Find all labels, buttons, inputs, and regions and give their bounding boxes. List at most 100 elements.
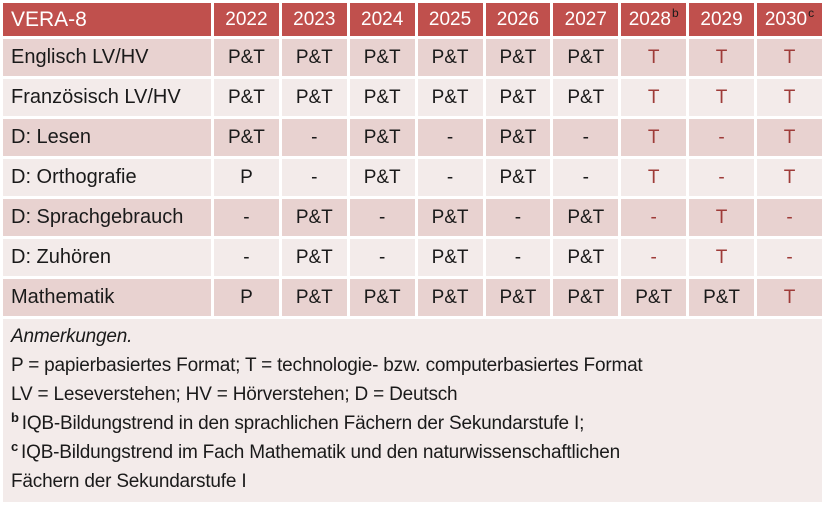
footnote-marker-b: b (671, 6, 679, 21)
format-cell: P&T (281, 39, 347, 76)
format-cell: P&T (485, 119, 551, 156)
format-cell: P&T (417, 199, 483, 236)
format-cell: P&T (621, 279, 687, 316)
format-cell: T (621, 159, 687, 196)
format-cell: P&T (214, 79, 279, 116)
year-header-2024: 2024 (349, 3, 415, 36)
format-cell: P&T (417, 39, 483, 76)
format-cell: P&T (689, 279, 754, 316)
format-cell: P&T (553, 199, 619, 236)
year-header-2028: 2028b (621, 3, 687, 36)
format-cell: P&T (417, 79, 483, 116)
footnote-marker-c: c (808, 6, 815, 21)
table-notes: Anmerkungen. P = papierbasiertes Format;… (3, 319, 822, 502)
table-row: D: Zuhören - P&T - P&T - P&T - T - (3, 239, 822, 276)
format-cell: - (281, 159, 347, 196)
footnote-marker-b: b (11, 409, 19, 425)
table-row: Englisch LV/HV P&T P&T P&T P&T P&T P&T T T T (3, 39, 822, 76)
row-label: D: Sprachgebrauch (3, 199, 211, 236)
format-cell: - (689, 119, 754, 156)
format-cell: - (214, 199, 279, 236)
format-cell: - (349, 239, 415, 276)
year-header-2029: 2029 (689, 3, 754, 36)
format-cell: T (621, 79, 687, 116)
format-cell: P&T (553, 239, 619, 276)
table-row: D: Lesen P&T - P&T - P&T - T - T (3, 119, 822, 156)
format-cell: P&T (281, 199, 347, 236)
format-cell: T (689, 199, 754, 236)
format-cell: - (485, 199, 551, 236)
format-cell: T (621, 39, 687, 76)
table-row: Mathematik P P&T P&T P&T P&T P&T P&T P&T T (3, 279, 822, 316)
format-cell: - (621, 239, 687, 276)
format-cell: - (349, 199, 415, 236)
row-label: D: Orthografie (3, 159, 211, 196)
format-cell: P&T (214, 119, 279, 156)
format-cell: T (757, 39, 822, 76)
notes-footnotes: b IQB-Bildungstrend in den sprachlichen F… (11, 409, 812, 496)
format-cell: - (281, 119, 347, 156)
row-label: D: Lesen (3, 119, 211, 156)
format-cell: P&T (214, 39, 279, 76)
year-header-2027: 2027 (553, 3, 619, 36)
row-label: Französisch LV/HV (3, 79, 211, 116)
format-cell: P&T (485, 159, 551, 196)
format-cell: - (553, 159, 619, 196)
format-cell: P&T (417, 279, 483, 316)
format-cell: P&T (349, 159, 415, 196)
format-cell: - (417, 119, 483, 156)
year-header-2022: 2022 (214, 3, 279, 36)
format-cell: P&T (349, 279, 415, 316)
table-row: D: Sprachgebrauch - P&T - P&T - P&T - T - (3, 199, 822, 236)
format-cell: P&T (281, 279, 347, 316)
notes-heading: Anmerkungen. (11, 326, 133, 347)
year-header-2023: 2023 (281, 3, 347, 36)
footnote-c: c IQB-Bildungstrend im Fach Mathematik un… (11, 438, 620, 492)
format-cell: - (689, 159, 754, 196)
format-cell: - (485, 239, 551, 276)
format-cell: P (214, 279, 279, 316)
format-cell: T (757, 79, 822, 116)
year-header-2030: 2030c (757, 3, 822, 36)
format-cell: P&T (349, 119, 415, 156)
format-cell: P (214, 159, 279, 196)
table-row: D: Orthografie P - P&T - P&T - T - T (3, 159, 822, 196)
row-label: D: Zuhören (3, 239, 211, 276)
vera8-schedule-table: VERA-8 2022 2023 2024 2025 2026 2027 2028b 2029… (3, 3, 822, 316)
legend-line: LV = Leseverstehen; HV = Hörverstehen; D… (11, 384, 458, 405)
table-body: Englisch LV/HV P&T P&T P&T P&T P&T P&T T T T Franz… (3, 39, 822, 316)
format-cell: P&T (349, 79, 415, 116)
format-cell: - (214, 239, 279, 276)
format-cell: - (417, 159, 483, 196)
format-cell: P&T (349, 39, 415, 76)
format-cell: P&T (553, 279, 619, 316)
format-cell: P&T (485, 279, 551, 316)
format-cell: T (621, 119, 687, 156)
format-cell: - (553, 119, 619, 156)
format-cell: T (757, 279, 822, 316)
footnote-b: b IQB-Bildungstrend in den sprachlichen F… (11, 409, 585, 434)
year-header-2026: 2026 (485, 3, 551, 36)
format-cell: T (757, 159, 822, 196)
footnote-marker-c: c (11, 438, 19, 454)
format-cell: T (689, 79, 754, 116)
format-cell: - (757, 199, 822, 236)
year-header-2025: 2025 (417, 3, 483, 36)
row-label: Mathematik (3, 279, 211, 316)
legend-line: P = papierbasiertes Format; T = technolo… (11, 355, 643, 376)
format-cell: T (757, 119, 822, 156)
format-cell: P&T (553, 39, 619, 76)
format-cell: - (621, 199, 687, 236)
row-label: Englisch LV/HV (3, 39, 211, 76)
format-cell: P&T (553, 79, 619, 116)
format-cell: - (757, 239, 822, 276)
format-cell: P&T (485, 79, 551, 116)
notes-legend: P = papierbasiertes Format; T = technolo… (11, 351, 812, 409)
table-title: VERA-8 (3, 3, 211, 36)
format-cell: P&T (417, 239, 483, 276)
format-cell: T (689, 39, 754, 76)
table-row: Französisch LV/HV P&T P&T P&T P&T P&T P&T T T T (3, 79, 822, 116)
header-row: VERA-8 2022 2023 2024 2025 2026 2027 2028b 2029… (3, 3, 822, 36)
format-cell: P&T (281, 239, 347, 276)
